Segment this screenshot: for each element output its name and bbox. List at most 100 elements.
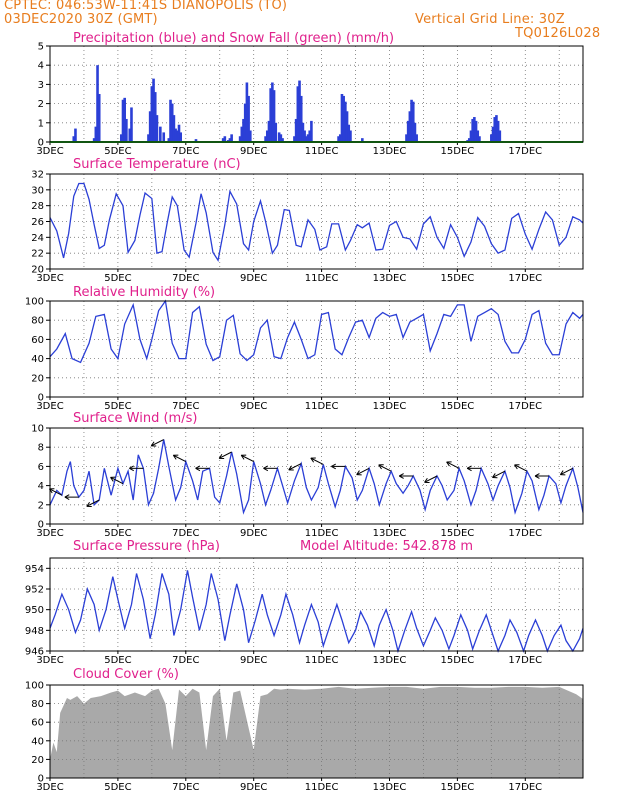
y-tick-label: 100 [25, 681, 44, 692]
header-code: TQ0126L028 [515, 26, 601, 41]
precip-bar [152, 78, 155, 142]
y-tick-label: 60 [31, 335, 44, 346]
precip-bar [125, 118, 128, 142]
x-tick-label: 7DEC [172, 401, 199, 412]
precip-bar [342, 95, 345, 142]
y-tick-label: 30 [31, 185, 44, 196]
y-tick-label: 6 [38, 462, 44, 473]
wind-arrow [310, 457, 324, 465]
y-tick-label: 20 [31, 755, 44, 766]
wind-arrow [356, 467, 370, 476]
precip-bar [238, 136, 242, 142]
y-tick-label: 28 [31, 201, 44, 212]
wind-arrow-head [129, 465, 134, 472]
precip-bar [345, 111, 349, 142]
precip-bar [306, 134, 310, 142]
y-tick-label: 26 [31, 217, 44, 228]
precip-bar [94, 126, 98, 142]
wind-arrow-head [172, 454, 179, 460]
precip-bar [490, 134, 493, 142]
panel-subtitle: Model Altitude: 542.878 m [300, 539, 473, 554]
y-tick-label: 100 [25, 297, 44, 308]
precip-bar [179, 132, 183, 142]
precip-bar [245, 82, 249, 142]
y-tick-label: 40 [31, 736, 44, 747]
x-tick-label: 13DEC [373, 273, 407, 284]
wind-arrow-head [378, 464, 384, 470]
y-tick-label: 952 [25, 585, 44, 596]
y-tick-label: 22 [31, 249, 44, 260]
precip-bar [150, 86, 154, 142]
wind-arrow [110, 476, 124, 485]
precip-bar [170, 103, 174, 142]
y-tick-label: 0 [38, 138, 44, 149]
precip-bar [411, 101, 415, 142]
y-tick-label: 946 [25, 647, 44, 658]
header-grid-note: Vertical Grid Line: 30Z [415, 12, 565, 27]
precip-bar [301, 122, 305, 142]
x-tick-label: 11DEC [305, 655, 339, 666]
x-tick-label: 17DEC [508, 401, 542, 412]
precip-bar [243, 103, 247, 142]
y-tick-label: 5 [38, 42, 44, 53]
precip-bar [172, 115, 176, 142]
series-line [49, 439, 584, 515]
y-tick-label: 10 [31, 424, 44, 435]
x-tick-label: 7DEC [172, 782, 199, 793]
y-tick-label: 948 [25, 626, 44, 637]
y-tick-label: 20 [31, 373, 44, 384]
wind-arrow-head [64, 494, 70, 500]
precip-bar [281, 138, 284, 142]
precip-bar [96, 65, 99, 142]
precip-bar [491, 126, 495, 142]
precip-bar [155, 115, 159, 142]
wind-arrow-head [310, 457, 316, 463]
panel-title: Relative Humidity (%) [73, 285, 215, 300]
wind-arrow-head [424, 477, 430, 483]
x-tick-label: 11DEC [305, 273, 339, 284]
series-line [49, 570, 584, 654]
precip-bar [269, 88, 272, 142]
wind-arrow-head [288, 465, 294, 471]
y-tick-label: 80 [31, 316, 44, 327]
precip-bar [476, 130, 480, 142]
wind-arrow-head [356, 470, 362, 476]
x-tick-label: 11DEC [305, 782, 339, 793]
panel-frame [49, 45, 584, 143]
x-tick-label: 9DEC [240, 401, 267, 412]
wind-arrow [218, 451, 232, 459]
wind-arrow [560, 467, 574, 476]
precip-bar [413, 122, 417, 142]
precip-bar [264, 136, 267, 142]
precip-bar [272, 90, 276, 142]
y-tick-label: 4 [38, 481, 44, 492]
y-tick-label: 0 [38, 520, 44, 531]
precip-bar [495, 115, 498, 142]
precip-bar [349, 130, 352, 142]
panel-frame [49, 557, 584, 652]
precip-bar [130, 107, 133, 142]
panel-3: 0 2 4 6 8 10 3DEC 5DEC 7DEC 9DEC 11DEC 13DEC 15DEC 17… [31, 411, 584, 539]
precip-bar [267, 120, 271, 142]
precip-bar [469, 130, 473, 142]
precip-bar [248, 130, 252, 142]
x-tick-label: 13DEC [373, 528, 407, 539]
wind-arrow-head [240, 454, 247, 460]
x-tick-label: 13DEC [373, 401, 407, 412]
precip-bar [167, 138, 171, 142]
precip-bar [405, 134, 408, 142]
precip-bar [340, 94, 344, 142]
x-tick-label: 15DEC [441, 146, 475, 157]
x-tick-label: 9DEC [240, 273, 267, 284]
precip-bar [410, 99, 413, 142]
x-tick-label: 5DEC [104, 401, 131, 412]
precip-bar [473, 117, 476, 142]
precip-bar [221, 138, 225, 142]
panel-title: Cloud Cover (%) [73, 667, 179, 682]
x-tick-label: 9DEC [240, 146, 267, 157]
header-datetime: 03DEC2020 30Z (GMT) [4, 12, 158, 27]
precip-bar [169, 99, 172, 142]
precip-bar [72, 136, 76, 142]
y-tick-label: 4 [38, 61, 44, 72]
